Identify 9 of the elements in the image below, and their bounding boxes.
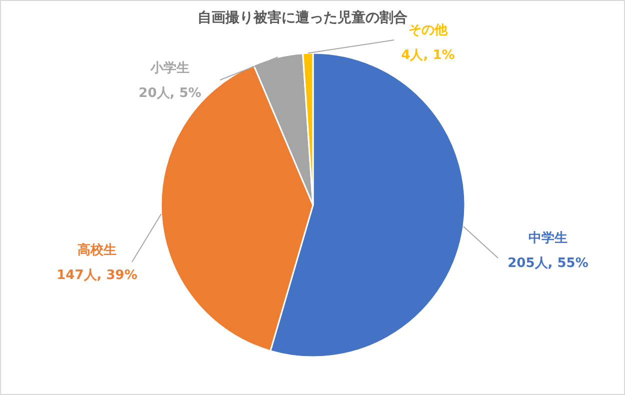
data-label: 4人, 1% [401,48,455,63]
data-label: 205人, 55% [508,256,588,271]
slice-label: 高校生 [78,242,116,258]
chart-title: 自画撮り被害に遭った児童の割合 [198,9,408,26]
data-label: 20人, 5% [138,86,202,101]
slice-label: 中学生 [528,231,568,246]
data-label: 147人, 39% [56,268,138,283]
legend-label: 小学生 [150,61,190,76]
slice-label: その他 [408,23,448,38]
